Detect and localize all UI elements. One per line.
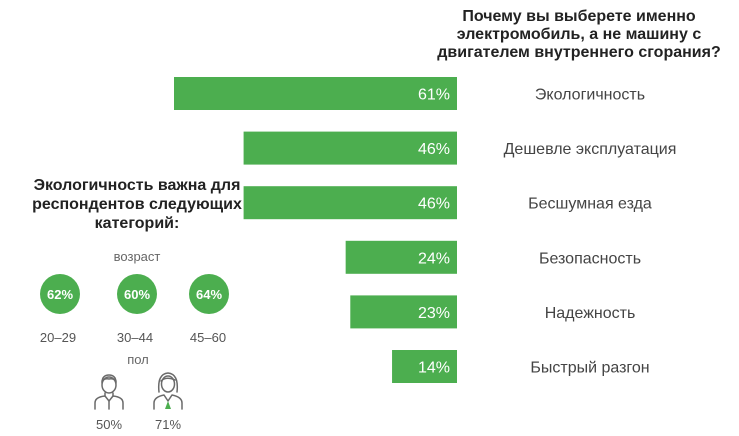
age-circle-20-29: 62%	[40, 274, 80, 314]
category-label-1: Дешевле эксплуатация	[504, 141, 677, 158]
gender-value-female: 71%	[154, 417, 182, 432]
category-label-4: Надежность	[545, 305, 636, 322]
female-person-icon	[153, 372, 183, 410]
bar-3	[345, 240, 457, 274]
gender-caption: пол	[127, 352, 149, 367]
bar-value-label-0: 61%	[418, 87, 450, 104]
bar-2	[243, 186, 457, 220]
age-caption: возраст	[113, 249, 161, 264]
age-circle-45-60: 64%	[189, 274, 229, 314]
age-label-30-44: 30–44	[116, 330, 154, 345]
age-circle-30-44: 60%	[117, 274, 157, 314]
bar-value-label-1: 46%	[418, 141, 450, 158]
male-person-icon	[94, 374, 124, 410]
category-label-3: Безопасность	[539, 250, 641, 267]
bar-value-label-2: 46%	[418, 196, 450, 213]
bar-value-label-5: 14%	[418, 360, 450, 377]
bar-4	[350, 295, 457, 329]
bar-5	[392, 350, 457, 383]
bar-0	[174, 77, 457, 110]
age-label-45-60: 45–60	[189, 330, 227, 345]
bar-value-label-3: 24%	[418, 250, 450, 267]
gender-value-male: 50%	[95, 417, 123, 432]
age-label-20-29: 20–29	[39, 330, 77, 345]
bar-1	[243, 131, 457, 165]
category-label-0: Экологичность	[535, 87, 645, 104]
bar-value-label-4: 23%	[418, 305, 450, 322]
category-label-5: Быстрый разгон	[530, 360, 649, 377]
category-label-2: Бесшумная езда	[528, 196, 652, 213]
chart-title: Почему вы выберете именно электромобиль,…	[437, 8, 721, 61]
side-panel-title: Экологичность важна для респондентов сле…	[32, 177, 242, 232]
